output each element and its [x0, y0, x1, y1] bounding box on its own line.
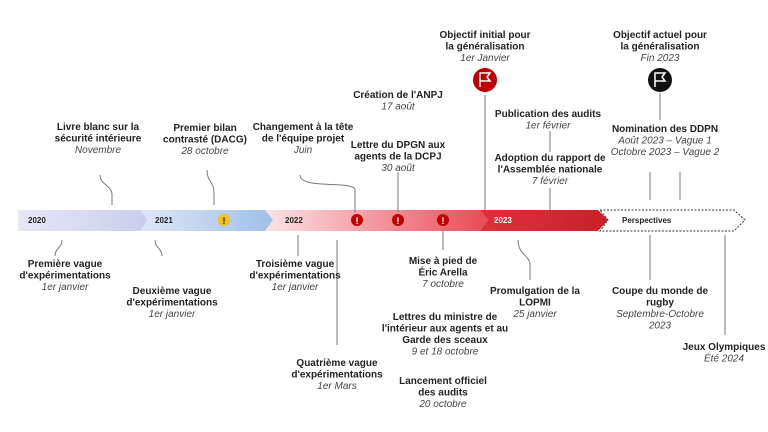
event-date: 30 août — [381, 163, 416, 174]
icons: ! ! ! ! — [218, 68, 672, 226]
event-date: 7 février — [532, 176, 569, 187]
event-title: Éric Arella — [418, 266, 468, 279]
event-date: Été 2024 — [704, 352, 744, 365]
svg-text:!: ! — [223, 216, 226, 226]
event-title: d'expérimentations — [126, 298, 218, 309]
event-title: Mise à pied de — [409, 256, 478, 267]
connectors — [54, 93, 726, 345]
event-date: Août 2023 – Vague 1 — [617, 136, 712, 147]
event-title: Quatrième vague — [296, 358, 378, 369]
event-title: Livre blanc sur la — [57, 122, 140, 133]
event-date: 1er Janvier — [460, 53, 510, 64]
event-title: Création de l'ANPJ — [353, 90, 443, 101]
event-title: Adoption du rapport de — [494, 153, 606, 164]
event-date: Novembre — [75, 145, 122, 156]
event-title: Nomination des DDPN — [612, 124, 718, 135]
event-title: Publication des audits — [495, 109, 602, 120]
segment-label: 2020 — [28, 216, 46, 225]
event-title: Promulgation de la — [490, 286, 580, 297]
event-title: Changement à la tête — [253, 122, 354, 133]
event-title: Lettre du DPGN aux — [351, 140, 446, 151]
svg-text:!: ! — [442, 216, 445, 226]
segment-label: 2023 — [494, 216, 512, 225]
event-date: 7 octobre — [422, 279, 464, 290]
event-title: sécurité intérieure — [55, 134, 142, 145]
event-title: Coupe du monde de — [612, 286, 709, 297]
event-date: 28 octobre — [180, 146, 229, 157]
event-date: 1er janvier — [272, 282, 319, 293]
event-title: d'expérimentations — [291, 370, 383, 381]
event-title: LOPMI — [519, 298, 551, 309]
event-title: l'intérieur aux agents et au — [382, 324, 508, 335]
event-date: 20 octobre — [418, 399, 467, 410]
event-title: Lancement officiel — [399, 376, 487, 387]
segment-label: 2022 — [285, 216, 303, 225]
event-date: 25 janvier — [512, 309, 557, 320]
event-title: l'Assemblée nationale — [498, 165, 603, 176]
event: Adoption du rapport del'Assemblée nation… — [494, 153, 606, 187]
event-title: contrasté (DACG) — [163, 135, 247, 146]
event-title: Premier bilan — [173, 123, 236, 134]
event-date: 2023 — [648, 321, 672, 332]
event-date: Fin 2023 — [641, 53, 680, 64]
event-date: Juin — [293, 145, 313, 156]
event-date: 1er février — [525, 121, 571, 132]
event-date: 17 août — [381, 102, 416, 113]
svg-text:!: ! — [397, 216, 400, 226]
event-title: rugby — [646, 298, 674, 309]
event-title: la généralisation — [621, 42, 700, 53]
event-title: d'expérimentations — [249, 271, 341, 282]
event-title: Première vague — [28, 259, 103, 270]
event-date: 1er Mars — [317, 381, 356, 392]
event-date: Septembre-Octobre — [616, 309, 704, 320]
event-title: Deuxième vague — [133, 286, 212, 297]
event-title: d'expérimentations — [19, 271, 111, 282]
segment-label: 2021 — [155, 216, 173, 225]
event-date: 1er janvier — [42, 282, 89, 293]
event-date: Octobre 2023 – Vague 2 — [611, 147, 720, 158]
band — [18, 209, 746, 232]
event-title: Garde des sceaux — [402, 335, 488, 346]
segment-label: Perspectives — [622, 216, 672, 225]
event-title: de l'équipe projet — [262, 134, 345, 145]
event-title: Lettres du ministre de — [393, 312, 498, 323]
event-title: Objectif initial pour — [439, 30, 530, 41]
event-title: Objectif actuel pour — [613, 30, 707, 41]
event-title: la généralisation — [446, 42, 525, 53]
event-title: des audits — [418, 388, 468, 399]
event-date: 1er janvier — [149, 309, 196, 320]
event-title: agents de la DCPJ — [354, 152, 441, 163]
event-title: Jeux Olympiques — [683, 342, 766, 353]
event: Coupe du monde derugbySeptembre-Octobre2… — [612, 286, 709, 332]
event-title: Troisième vague — [256, 259, 335, 270]
event: Lettres du ministre del'intérieur aux ag… — [382, 312, 508, 358]
svg-text:!: ! — [356, 216, 359, 226]
event-date: 9 et 18 octobre — [412, 347, 479, 358]
